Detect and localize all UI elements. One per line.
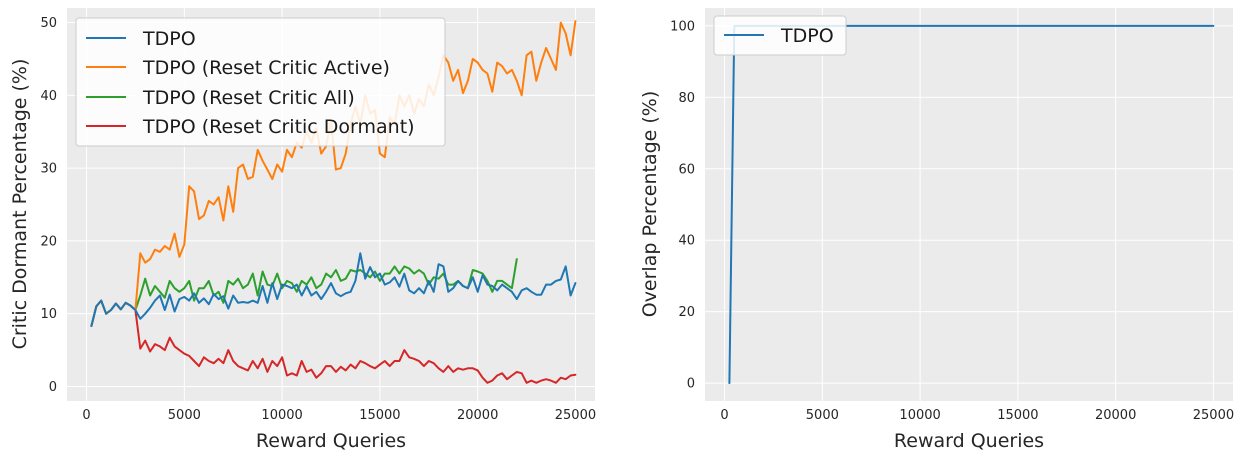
y-tick-label: 20 [678,305,695,320]
y-tick-label: 40 [40,89,57,104]
y-tick-label: 20 [40,234,57,249]
legend-label-reset-active: TDPO (Reset Critic Active) [142,57,390,79]
legend-frame [75,17,446,147]
legend-frame [713,15,847,56]
legend: TDPO [713,15,847,56]
x-tick-label: 20000 [457,408,498,423]
x-tick-label: 10000 [261,408,302,423]
y-axis-label: Critic Dormant Percentage (%) [9,59,31,350]
x-tick-label: 15000 [997,408,1038,423]
x-tick-label: 20000 [1095,408,1136,423]
overlap-chart: 0 5000 10000 15000 20000 25000 0 20 40 60 80 100 R… [639,8,1234,451]
y-tick-label: 30 [40,162,57,177]
legend-label-tdpo: TDPO [142,28,196,50]
x-tick-label: 0 [720,408,728,423]
x-axis-label: Reward Queries [894,430,1044,451]
y-tick-label: 100 [670,19,695,34]
y-axis-label: Overlap Percentage (%) [639,91,661,318]
y-tick-label: 60 [678,162,695,177]
y-tick-label: 80 [678,91,695,106]
legend-label-reset-all: TDPO (Reset Critic All) [142,87,355,109]
series-line-tdpo-reset-critic-dormant [90,299,577,384]
x-tick-label: 25000 [555,408,596,423]
x-tick-label: 5000 [168,408,201,423]
y-tick-labels: 0 20 40 60 80 100 [670,19,695,391]
x-tick-label: 15000 [359,408,400,423]
y-tick-label: 0 [687,377,695,392]
y-tick-label: 40 [678,234,695,249]
series-line-tdpo [90,252,577,327]
legend-label-tdpo: TDPO [780,25,834,47]
y-tick-label: 0 [49,380,57,395]
x-axis-label: Reward Queries [256,430,406,451]
x-tick-label: 5000 [806,408,839,423]
legend: TDPO TDPO (Reset Critic Active) TDPO (Re… [75,17,446,147]
x-tick-labels: 0 5000 10000 15000 20000 25000 [720,408,1234,423]
y-tick-label: 10 [40,307,57,322]
legend-label-reset-dormant: TDPO (Reset Critic Dormant) [142,116,415,138]
y-tick-labels: 0 10 20 30 40 50 [40,16,57,395]
x-tick-label: 10000 [899,408,940,423]
x-tick-labels: 0 5000 10000 15000 20000 25000 [82,408,596,423]
x-tick-label: 25000 [1193,408,1234,423]
plot-area [705,8,1233,401]
x-tick-label: 0 [82,408,90,423]
y-tick-label: 50 [40,16,57,31]
critic-dormant-chart: 0 5000 10000 15000 20000 25000 0 10 20 30 40 50 Re… [9,8,596,451]
